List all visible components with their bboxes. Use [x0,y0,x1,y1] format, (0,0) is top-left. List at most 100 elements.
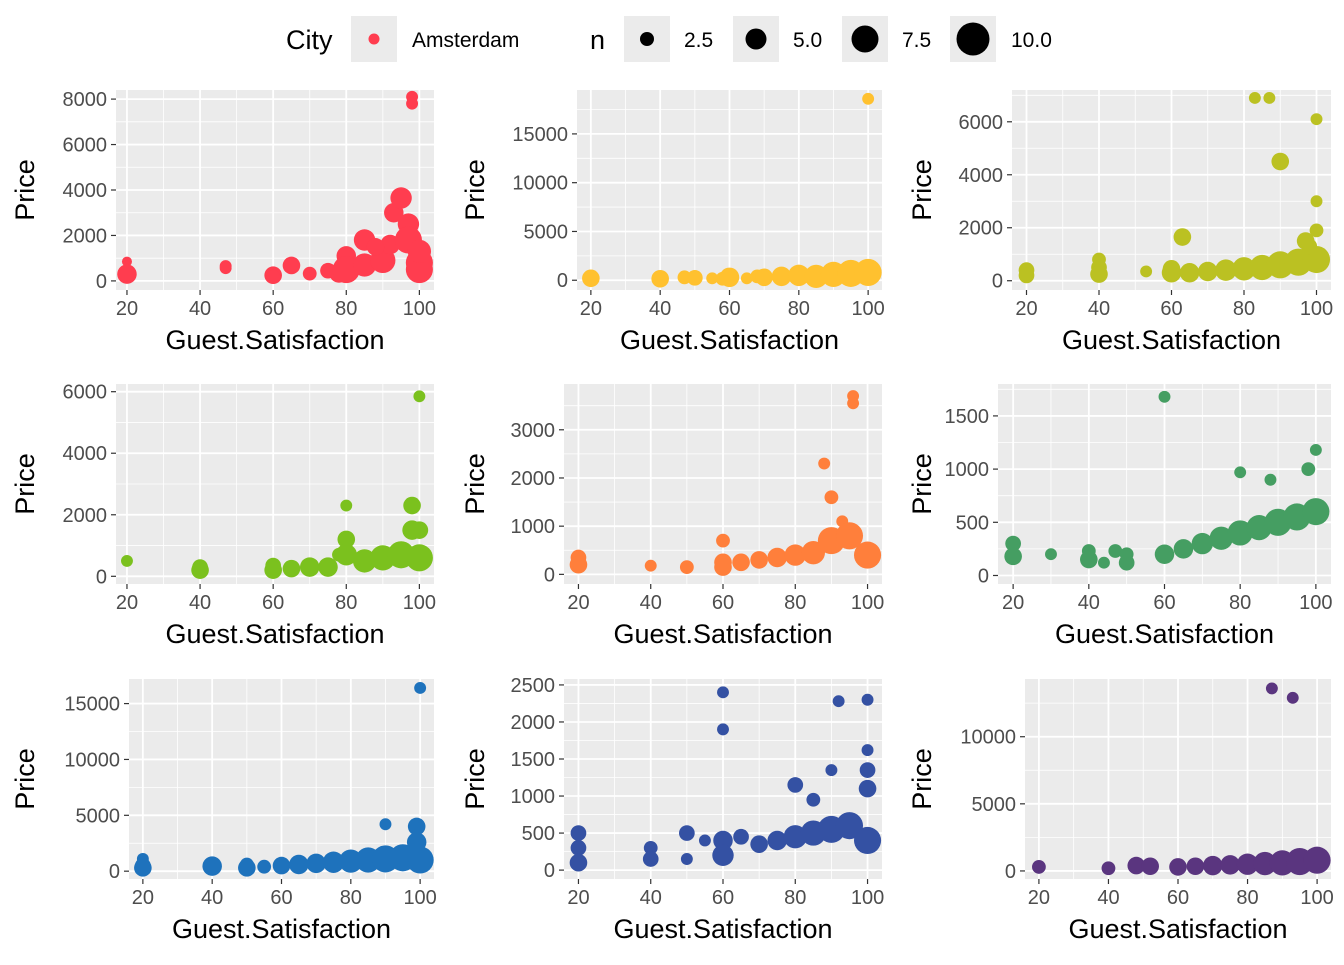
data-point [570,840,587,856]
x-tick-label: 80 [784,887,806,909]
x-axis-title: Guest.Satisfaction [620,325,839,355]
data-point [1286,691,1299,704]
data-point [750,835,768,853]
x-tick-label: 60 [270,887,292,909]
data-points [569,390,882,576]
data-point [717,723,729,736]
data-point [379,818,392,831]
facet-panel-4: 20 40 60 80 100 0 2000 4000 6000 Guest.Satisfacti… [10,382,436,649]
facet-panel-9: 20 40 60 80 100 0 5000 10000 Guest.Satisfaction P… [907,679,1334,944]
data-point [570,825,587,841]
x-tick-label: 100 [403,887,436,909]
data-point [1263,91,1276,104]
x-tick-label: 40 [640,592,662,614]
x-tick-label: 20 [132,887,154,909]
x-tick-label: 40 [201,887,223,909]
data-point [322,851,345,873]
data-point [818,457,831,470]
y-tick-label: 500 [956,512,989,534]
x-axis-title: Guest.Satisfaction [613,619,832,649]
data-point [713,830,733,851]
data-point [202,856,222,876]
data-point [1158,390,1171,403]
data-point [717,686,729,699]
data-point [767,830,787,851]
y-axis-title: Price [460,748,490,810]
data-point [861,744,874,757]
data-point [755,268,773,287]
x-tick-label: 40 [189,298,211,320]
data-point [644,559,657,572]
x-tick-label: 60 [712,592,734,614]
data-point [1215,259,1237,281]
x-tick-label: 80 [1233,298,1255,320]
x-tick-label: 40 [649,298,671,320]
data-point [264,561,282,579]
y-tick-label: 2000 [511,712,556,734]
x-axis-title: Guest.Satisfaction [1062,325,1281,355]
data-point [1127,856,1146,875]
data-point [1032,860,1046,874]
x-tick-label: 80 [1236,887,1258,909]
facet-panel-3: 20 40 60 80 100 0 2000 4000 6000 Guest.Satisfacti… [907,90,1333,355]
data-points [1004,390,1330,571]
data-points [582,92,882,288]
data-points [117,90,433,285]
x-tick-label: 60 [262,592,284,614]
data-point [1309,444,1322,456]
y-tick-label: 15000 [64,694,120,716]
data-point [651,269,669,288]
x-axis-title: Guest.Satisfaction [1055,619,1274,649]
data-point [767,547,787,568]
data-point [1302,498,1330,526]
y-axis-title: Price [460,453,490,515]
legend-label-size: 10.0 [1011,29,1052,52]
data-points [1032,682,1331,876]
x-tick-label: 20 [116,298,138,320]
data-point [714,558,732,576]
x-tick-label: 80 [1229,592,1251,614]
data-point [410,521,429,539]
data-point [750,551,768,569]
data-point [121,554,133,567]
data-point [806,792,821,807]
y-tick-label: 4000 [959,165,1004,187]
data-point [1090,265,1108,283]
y-tick-label: 0 [96,271,107,293]
x-tick-label: 60 [262,298,284,320]
x-tick-label: 80 [335,592,357,614]
y-tick-label: 10000 [960,727,1016,749]
x-tick-label: 80 [788,298,810,320]
data-point [1098,556,1110,569]
data-point [413,390,426,403]
data-point [407,239,432,264]
data-point [853,541,882,569]
data-point [1154,544,1175,564]
legend-label-size: 2.5 [684,29,713,52]
x-axis-title: Guest.Satisfaction [613,914,832,944]
data-point [282,559,301,578]
x-tick-label: 20 [116,592,138,614]
y-tick-label: 4000 [63,443,108,465]
data-point [716,533,730,548]
data-point [1198,261,1218,282]
data-point [1173,539,1194,559]
data-point [1118,554,1135,571]
data-point [801,541,825,565]
y-tick-label: 0 [557,270,568,292]
data-point [854,258,882,286]
y-tick-label: 0 [978,565,989,587]
y-tick-label: 2000 [63,505,108,527]
y-tick-label: 10000 [64,749,120,771]
data-point [405,544,433,572]
x-tick-label: 100 [403,592,436,614]
x-tick-label: 80 [340,887,362,909]
data-point [1141,857,1159,876]
data-point [787,777,804,793]
data-point [719,267,740,288]
y-tick-label: 6000 [959,112,1004,134]
legend-label-size: 5.0 [793,29,822,52]
x-tick-label: 20 [580,298,602,320]
data-point [121,256,132,267]
